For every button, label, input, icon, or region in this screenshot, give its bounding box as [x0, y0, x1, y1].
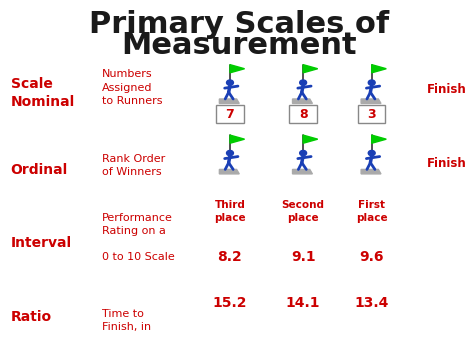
Polygon shape	[361, 169, 381, 174]
Polygon shape	[230, 65, 245, 73]
Polygon shape	[372, 65, 386, 73]
Text: Third
place: Third place	[214, 200, 246, 223]
Polygon shape	[303, 65, 318, 73]
Text: 13.4: 13.4	[355, 296, 389, 310]
Text: Scale
Nominal: Scale Nominal	[10, 77, 75, 109]
Polygon shape	[372, 135, 386, 143]
Text: 8.2: 8.2	[218, 250, 242, 264]
FancyBboxPatch shape	[290, 105, 317, 123]
Text: 3: 3	[367, 108, 376, 121]
Polygon shape	[219, 99, 239, 103]
Circle shape	[227, 80, 233, 85]
Text: 7: 7	[226, 108, 234, 121]
Text: Interval: Interval	[10, 236, 72, 250]
Text: Numbers
Assigned
to Runners: Numbers Assigned to Runners	[102, 70, 163, 106]
Text: Rank Order
of Winners: Rank Order of Winners	[102, 154, 165, 177]
Text: Ratio: Ratio	[10, 310, 52, 324]
FancyBboxPatch shape	[216, 105, 244, 123]
Polygon shape	[230, 135, 245, 143]
Text: Time to
Finish, in: Time to Finish, in	[102, 308, 151, 332]
Text: Measurement: Measurement	[121, 31, 357, 60]
Text: Second
place: Second place	[282, 200, 325, 223]
Circle shape	[368, 151, 375, 156]
Text: First
place: First place	[356, 200, 388, 223]
Circle shape	[368, 80, 375, 85]
Polygon shape	[219, 169, 239, 174]
FancyBboxPatch shape	[358, 105, 385, 123]
Text: Performance
Rating on a

0 to 10 Scale: Performance Rating on a 0 to 10 Scale	[102, 213, 175, 262]
Text: Finish: Finish	[427, 83, 466, 96]
Circle shape	[227, 151, 233, 156]
Text: Primary Scales of: Primary Scales of	[89, 10, 389, 39]
Polygon shape	[292, 169, 312, 174]
Text: 14.1: 14.1	[286, 296, 320, 310]
Circle shape	[300, 80, 307, 85]
Text: 9.1: 9.1	[291, 250, 315, 264]
Text: 9.6: 9.6	[359, 250, 384, 264]
Text: Finish: Finish	[427, 157, 466, 170]
Text: 15.2: 15.2	[213, 296, 247, 310]
Polygon shape	[303, 135, 318, 143]
Polygon shape	[361, 99, 381, 103]
Polygon shape	[292, 99, 312, 103]
Text: Ordinal: Ordinal	[10, 163, 68, 178]
Text: 8: 8	[299, 108, 308, 121]
Circle shape	[300, 151, 307, 156]
